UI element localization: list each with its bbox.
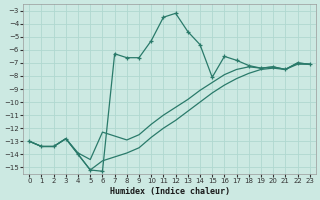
X-axis label: Humidex (Indice chaleur): Humidex (Indice chaleur) (109, 187, 229, 196)
